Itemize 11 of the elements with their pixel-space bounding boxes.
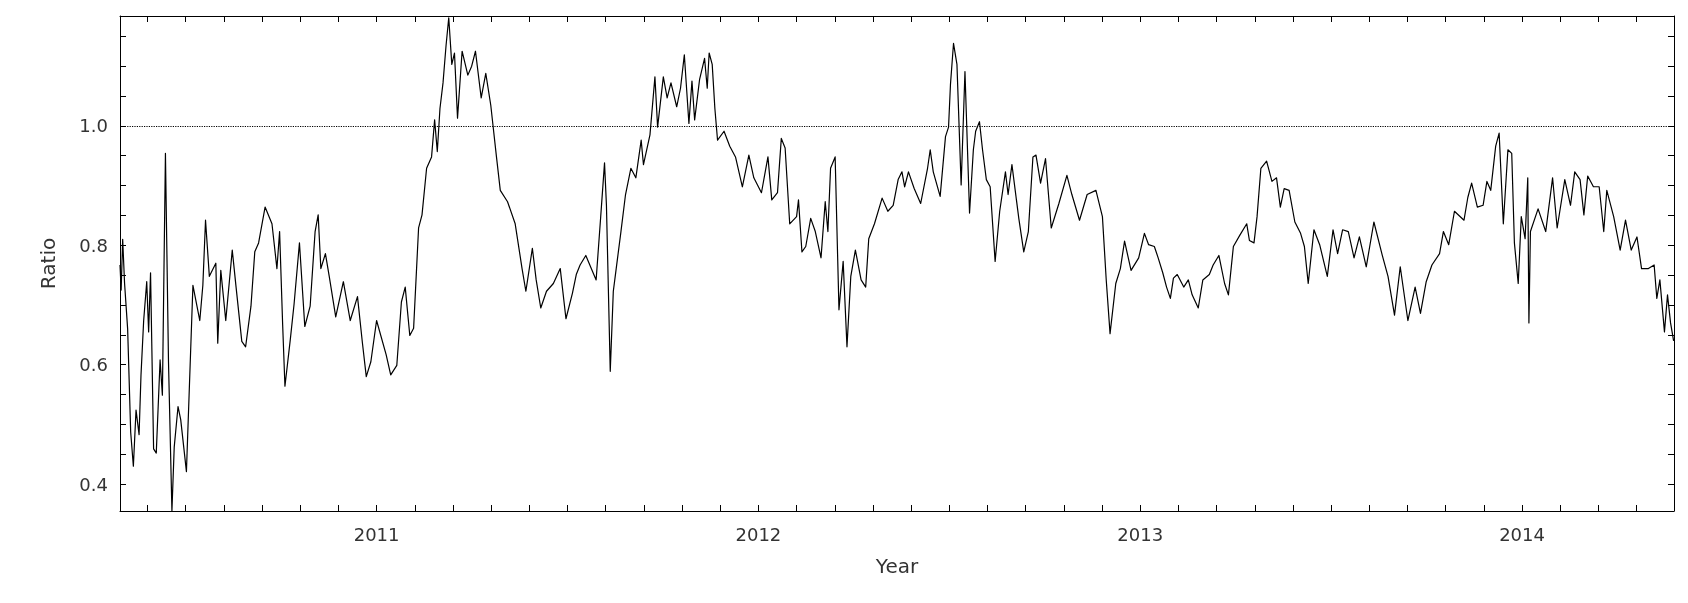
- x-tick-label: 2013: [1117, 523, 1164, 545]
- y-axis-title: Ratio: [36, 237, 60, 290]
- x-tick-label: 2011: [353, 523, 400, 545]
- line-series: [119, 17, 1675, 512]
- x-tick-label: 2014: [1499, 523, 1545, 545]
- y-tick-label: 0.6: [79, 354, 108, 376]
- x-tick-label: 2012: [735, 523, 782, 545]
- x-axis-title: Year: [874, 554, 919, 578]
- y-tick-label: 0.4: [79, 473, 108, 495]
- y-tick-label: 0.8: [79, 234, 108, 256]
- y-tick-label: 1.0: [79, 115, 108, 137]
